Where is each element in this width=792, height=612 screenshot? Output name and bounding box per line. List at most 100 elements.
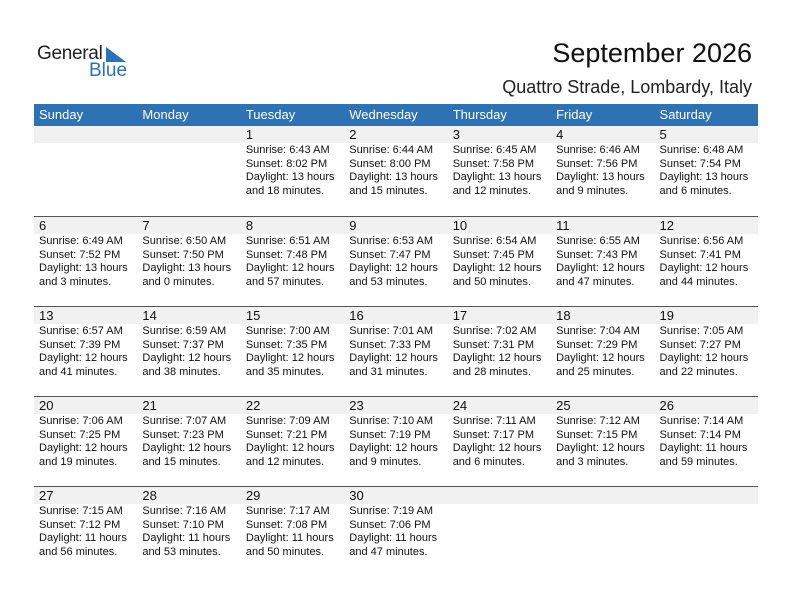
sunrise-time: Sunrise: 7:04 AM (556, 325, 640, 337)
weekday-saturday: Saturday (659, 107, 712, 122)
daylight-minutes: and 19 minutes. (39, 455, 118, 468)
daylight-hours: Daylight: 13 hours (39, 262, 128, 275)
sun-info: Sunrise: 7:17 AM Sunset: 7:08 PM Daylight:… (241, 504, 344, 559)
daylight-hours: Daylight: 13 hours (349, 171, 438, 184)
calendar: Sunday Monday Tuesday Wednesday Thursday Frid… (34, 104, 758, 576)
sunset-time: Sunset: 7:14 PM (659, 428, 741, 441)
daylight-hours: Daylight: 12 hours (556, 442, 645, 455)
sunrise-time: Sunrise: 7:05 AM (659, 325, 744, 337)
day-cell: 27 Sunrise: 7:15 AM Sunset: 7:12 PM Dayligh… (34, 487, 138, 576)
day-number: 9 (344, 217, 448, 234)
sunset-time: Sunset: 8:02 PM (245, 157, 328, 170)
day-cell: 7 Sunrise: 6:50 AM Sunset: 7:50 PM Daylight… (137, 217, 241, 306)
sunrise-time: Sunrise: 6:44 AM (349, 144, 434, 156)
sunrise-time: Sunrise: 6:43 AM (245, 144, 330, 156)
sunset-time: Sunset: 7:43 PM (556, 248, 638, 261)
sunrise-time: Sunrise: 6:53 AM (349, 235, 434, 247)
sunset-time: Sunset: 7:48 PM (245, 248, 328, 261)
sunset-time: Sunset: 7:54 PM (659, 157, 741, 170)
day-cell: 14 Sunrise: 6:59 AM Sunset: 7:37 PM Dayligh… (137, 307, 241, 396)
day-cell: 24 Sunrise: 7:11 AM Sunset: 7:17 PM Dayligh… (447, 397, 552, 486)
day-number: 26 (654, 397, 758, 414)
daylight-hours: Daylight: 12 hours (659, 262, 749, 275)
sunset-time: Sunset: 7:33 PM (349, 338, 431, 351)
daylight-minutes: and 6 minutes. (452, 455, 525, 468)
daylight-hours: Daylight: 12 hours (245, 352, 335, 365)
day-number: 5 (654, 126, 758, 143)
daylight-minutes: and 53 minutes. (349, 275, 428, 288)
empty-cell (551, 487, 655, 576)
daylight-minutes: and 38 minutes. (142, 365, 221, 378)
sunrise-time: Sunrise: 6:54 AM (452, 235, 537, 247)
sun-info: Sunrise: 6:53 AM Sunset: 7:47 PM Daylight:… (344, 234, 447, 289)
sunset-time: Sunset: 7:17 PM (452, 428, 535, 441)
daylight-minutes: and 3 minutes. (39, 275, 112, 288)
daylight-minutes: and 31 minutes. (349, 365, 428, 378)
day-cell: 9 Sunrise: 6:53 AM Sunset: 7:47 PM Daylight… (344, 217, 448, 306)
day-cell: 5 Sunrise: 6:48 AM Sunset: 7:54 PM Daylight… (654, 126, 758, 216)
sun-info: Sunrise: 7:00 AM Sunset: 7:35 PM Daylight:… (241, 324, 344, 379)
day-number (551, 487, 655, 504)
sunset-time: Sunset: 7:19 PM (349, 428, 431, 441)
day-number (654, 487, 758, 504)
daylight-minutes: and 56 minutes. (39, 545, 118, 558)
sun-info: Sunrise: 6:44 AM Sunset: 8:00 PM Daylight:… (344, 143, 447, 198)
daylight-hours: Daylight: 12 hours (349, 262, 438, 275)
sun-info: Sunrise: 6:59 AM Sunset: 7:37 PM Daylight:… (137, 324, 240, 379)
day-cell: 28 Sunrise: 7:16 AM Sunset: 7:10 PM Dayligh… (137, 487, 241, 576)
sunrise-time: Sunrise: 7:10 AM (349, 415, 434, 427)
sunset-time: Sunset: 7:31 PM (452, 338, 535, 351)
sun-info: Sunrise: 7:19 AM Sunset: 7:06 PM Daylight:… (344, 504, 447, 559)
day-cell: 19 Sunrise: 7:05 AM Sunset: 7:27 PM Dayligh… (654, 307, 758, 396)
sunset-time: Sunset: 7:29 PM (556, 338, 638, 351)
sunset-time: Sunset: 7:23 PM (142, 428, 224, 441)
sun-info: Sunrise: 7:15 AM Sunset: 7:12 PM Daylight:… (34, 504, 137, 559)
day-number: 24 (447, 397, 552, 414)
week-row: 1 Sunrise: 6:43 AM Sunset: 8:02 PM Daylight… (34, 126, 758, 216)
daylight-minutes: and 12 minutes. (452, 184, 531, 197)
sunrise-time: Sunrise: 6:49 AM (39, 235, 123, 247)
daylight-hours: Daylight: 11 hours (142, 532, 231, 545)
daylight-minutes: and 53 minutes. (142, 545, 221, 558)
sun-info: Sunrise: 6:51 AM Sunset: 7:48 PM Daylight:… (241, 234, 344, 289)
weekday-monday: Monday (142, 107, 189, 122)
daylight-minutes: and 47 minutes. (556, 275, 635, 288)
daylight-hours: Daylight: 12 hours (245, 262, 335, 275)
daylight-minutes: and 12 minutes. (245, 455, 325, 468)
day-number (447, 487, 552, 504)
daylight-hours: Daylight: 13 hours (245, 171, 335, 184)
weekday-header: Sunday Monday Tuesday Wednesday Thursday Frid… (34, 104, 758, 126)
day-number: 8 (240, 217, 345, 234)
sunrise-time: Sunrise: 7:01 AM (349, 325, 434, 337)
sun-info: Sunrise: 7:11 AM Sunset: 7:17 PM Daylight:… (448, 414, 551, 469)
day-number: 14 (137, 307, 241, 324)
week-row: 6 Sunrise: 6:49 AM Sunset: 7:52 PM Daylight… (34, 216, 758, 306)
day-number: 1 (240, 126, 345, 143)
sunrise-time: Sunrise: 7:14 AM (659, 415, 744, 427)
day-number: 27 (34, 487, 138, 504)
day-cell: 16 Sunrise: 7:01 AM Sunset: 7:33 PM Dayligh… (344, 307, 448, 396)
daylight-hours: Daylight: 12 hours (245, 442, 335, 455)
sunrise-time: Sunrise: 6:46 AM (556, 144, 640, 156)
sunset-time: Sunset: 7:25 PM (39, 428, 121, 441)
sunrise-time: Sunrise: 6:57 AM (39, 325, 123, 337)
sunrise-time: Sunrise: 6:50 AM (142, 235, 227, 247)
day-number: 15 (240, 307, 345, 324)
sunrise-time: Sunrise: 7:16 AM (142, 505, 227, 517)
daylight-minutes: and 47 minutes. (349, 545, 428, 558)
day-number: 30 (344, 487, 448, 504)
sunset-time: Sunset: 7:39 PM (39, 338, 121, 351)
day-cell: 6 Sunrise: 6:49 AM Sunset: 7:52 PM Daylight… (34, 217, 138, 306)
day-cell: 30 Sunrise: 7:19 AM Sunset: 7:06 PM Dayligh… (344, 487, 448, 576)
sunset-time: Sunset: 7:15 PM (556, 428, 638, 441)
daylight-minutes: and 3 minutes. (556, 455, 629, 468)
weekday-wednesday: Wednesday (349, 107, 418, 122)
sunrise-time: Sunrise: 7:07 AM (142, 415, 227, 427)
day-cell: 11 Sunrise: 6:55 AM Sunset: 7:43 PM Dayligh… (551, 217, 655, 306)
daylight-hours: Daylight: 12 hours (39, 442, 128, 455)
day-number: 7 (137, 217, 241, 234)
sunset-time: Sunset: 7:52 PM (39, 248, 121, 261)
daylight-minutes: and 9 minutes. (556, 184, 629, 197)
daylight-minutes: and 9 minutes. (349, 455, 422, 468)
sunrise-time: Sunrise: 7:12 AM (556, 415, 640, 427)
